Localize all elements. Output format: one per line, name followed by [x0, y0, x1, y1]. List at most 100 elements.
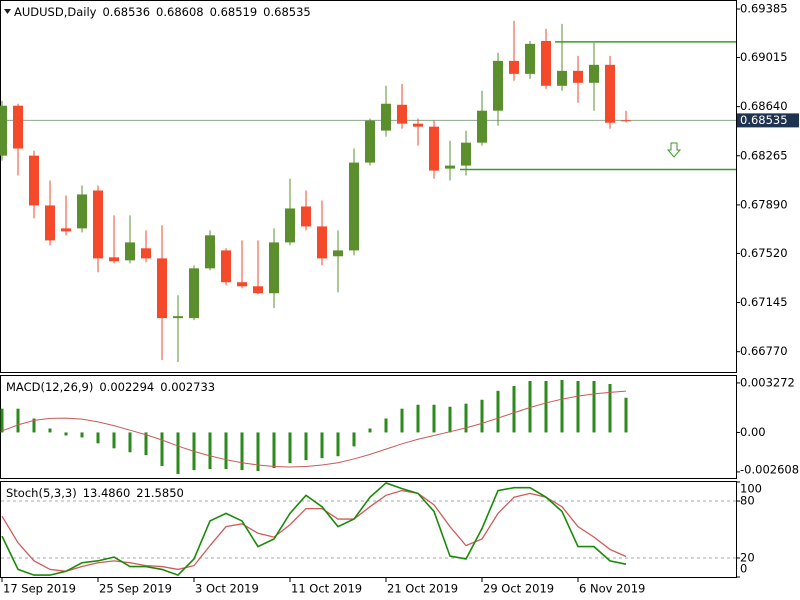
candle-body: [45, 205, 55, 241]
header-value: 13.4860: [83, 486, 131, 500]
panel-title: Stoch(5,3,3): [6, 486, 77, 500]
candle-body: [237, 282, 247, 287]
candle-body: [205, 235, 215, 269]
candle-body: [189, 268, 199, 319]
candle-body: [397, 104, 407, 124]
macd-bar: [448, 406, 452, 433]
y-tick-label: 0.67520: [740, 246, 788, 260]
candle-body: [269, 242, 279, 294]
header-value: 0.002733: [160, 380, 215, 394]
y-tick-label: 0.67145: [740, 295, 788, 309]
macd-bar: [288, 432, 292, 464]
panel-title: MACD(12,26,9): [6, 380, 93, 394]
macd-bar: [544, 380, 548, 433]
macd-signal-line: [1, 390, 627, 468]
panel-header: Stoch(5,3,3) 13.4860 21.5850: [6, 486, 184, 500]
candle-body: [125, 242, 135, 261]
candle-body: [429, 126, 439, 171]
macd-bar: [592, 380, 596, 433]
macd-bar: [240, 432, 244, 471]
macd-bar: [384, 418, 388, 433]
macd-bar: [576, 380, 580, 433]
macd-bar: [320, 432, 324, 459]
x-tick-label: 3 Oct 2019: [195, 582, 259, 596]
panel-header: AUDUSD,Daily 0.68536 0.68608 0.68519 0.68535: [14, 5, 311, 19]
macd-bar: [400, 408, 404, 433]
candle-body: [221, 250, 231, 283]
y-tick-label: 0.69385: [740, 1, 788, 15]
candle-body: [413, 123, 423, 127]
macd-bar: [96, 432, 100, 444]
macd-bar: [256, 432, 260, 472]
panel-header: MACD(12,26,9) 0.002294 0.002733: [6, 380, 215, 394]
candle-body: [285, 208, 295, 243]
candle-body: [253, 286, 263, 294]
candle-body: [109, 257, 119, 262]
candle-body: [509, 60, 519, 74]
macd-bar: [208, 432, 212, 470]
candle-body: [93, 190, 103, 259]
macd-bar: [624, 397, 628, 433]
macd-bar: [64, 432, 68, 436]
header-value: 0.002294: [99, 380, 154, 394]
last-price-label: 0.68535: [740, 113, 788, 127]
macd-bar: [144, 432, 148, 456]
candle-body: [77, 194, 87, 229]
macd-bar: [480, 399, 484, 433]
candle-body: [173, 316, 183, 319]
macd-bar: [368, 428, 372, 433]
macd-bar: [160, 432, 164, 467]
macd-bar: [512, 385, 516, 433]
macd-bar: [128, 432, 132, 453]
y-tick-label: 100: [740, 482, 762, 496]
candle-body: [317, 226, 327, 259]
macd-bar: [176, 432, 180, 475]
x-tick-label: 17 Sep 2019: [3, 582, 76, 596]
candle-body: [157, 258, 167, 319]
macd-bar: [432, 404, 436, 433]
macd-bar: [528, 380, 532, 433]
macd-bar: [608, 384, 612, 433]
macd-bar: [352, 432, 356, 447]
y-tick-label: 0.68640: [740, 99, 788, 113]
macd-bar: [336, 432, 340, 457]
candle-body: [381, 103, 391, 131]
y-tick-label: 0.00: [740, 425, 766, 439]
y-tick-label: 20: [740, 551, 755, 565]
header-value: 0.68608: [156, 5, 204, 19]
x-tick-label: 21 Oct 2019: [387, 582, 458, 596]
panel-title: AUDUSD,Daily: [14, 5, 97, 19]
stoch-signal-line: [1, 489, 627, 572]
macd-bar: [112, 432, 116, 449]
candle-body: [557, 70, 567, 86]
candle-body: [301, 206, 311, 227]
macd-bar: [272, 432, 276, 469]
macd-bar: [416, 404, 420, 433]
x-tick-label: 25 Sep 2019: [99, 582, 172, 596]
stoch-main-line: [1, 482, 627, 577]
candle-body: [605, 64, 615, 123]
candle-body: [493, 60, 503, 111]
macd-bar: [0, 408, 4, 433]
macd-bar: [32, 418, 36, 433]
candle-body: [525, 43, 535, 74]
candle-body: [573, 70, 583, 83]
candle-body: [477, 110, 487, 143]
y-tick-label: 0.69015: [740, 50, 788, 64]
y-tick-label: 0: [740, 562, 747, 576]
candle-body: [461, 142, 471, 166]
candle-body: [29, 155, 39, 206]
last-price-box: [737, 113, 799, 128]
x-tick-label: 29 Oct 2019: [483, 582, 554, 596]
macd-bar: [80, 432, 84, 438]
header-value: 0.68535: [263, 5, 311, 19]
y-tick-label: 0.68265: [740, 148, 788, 162]
macd-bar: [48, 428, 52, 433]
x-tick-label: 6 Nov 2019: [579, 582, 645, 596]
y-tick-label: -0.002608: [740, 463, 799, 477]
collapse-icon[interactable]: [4, 9, 11, 14]
candle-body: [61, 228, 71, 232]
